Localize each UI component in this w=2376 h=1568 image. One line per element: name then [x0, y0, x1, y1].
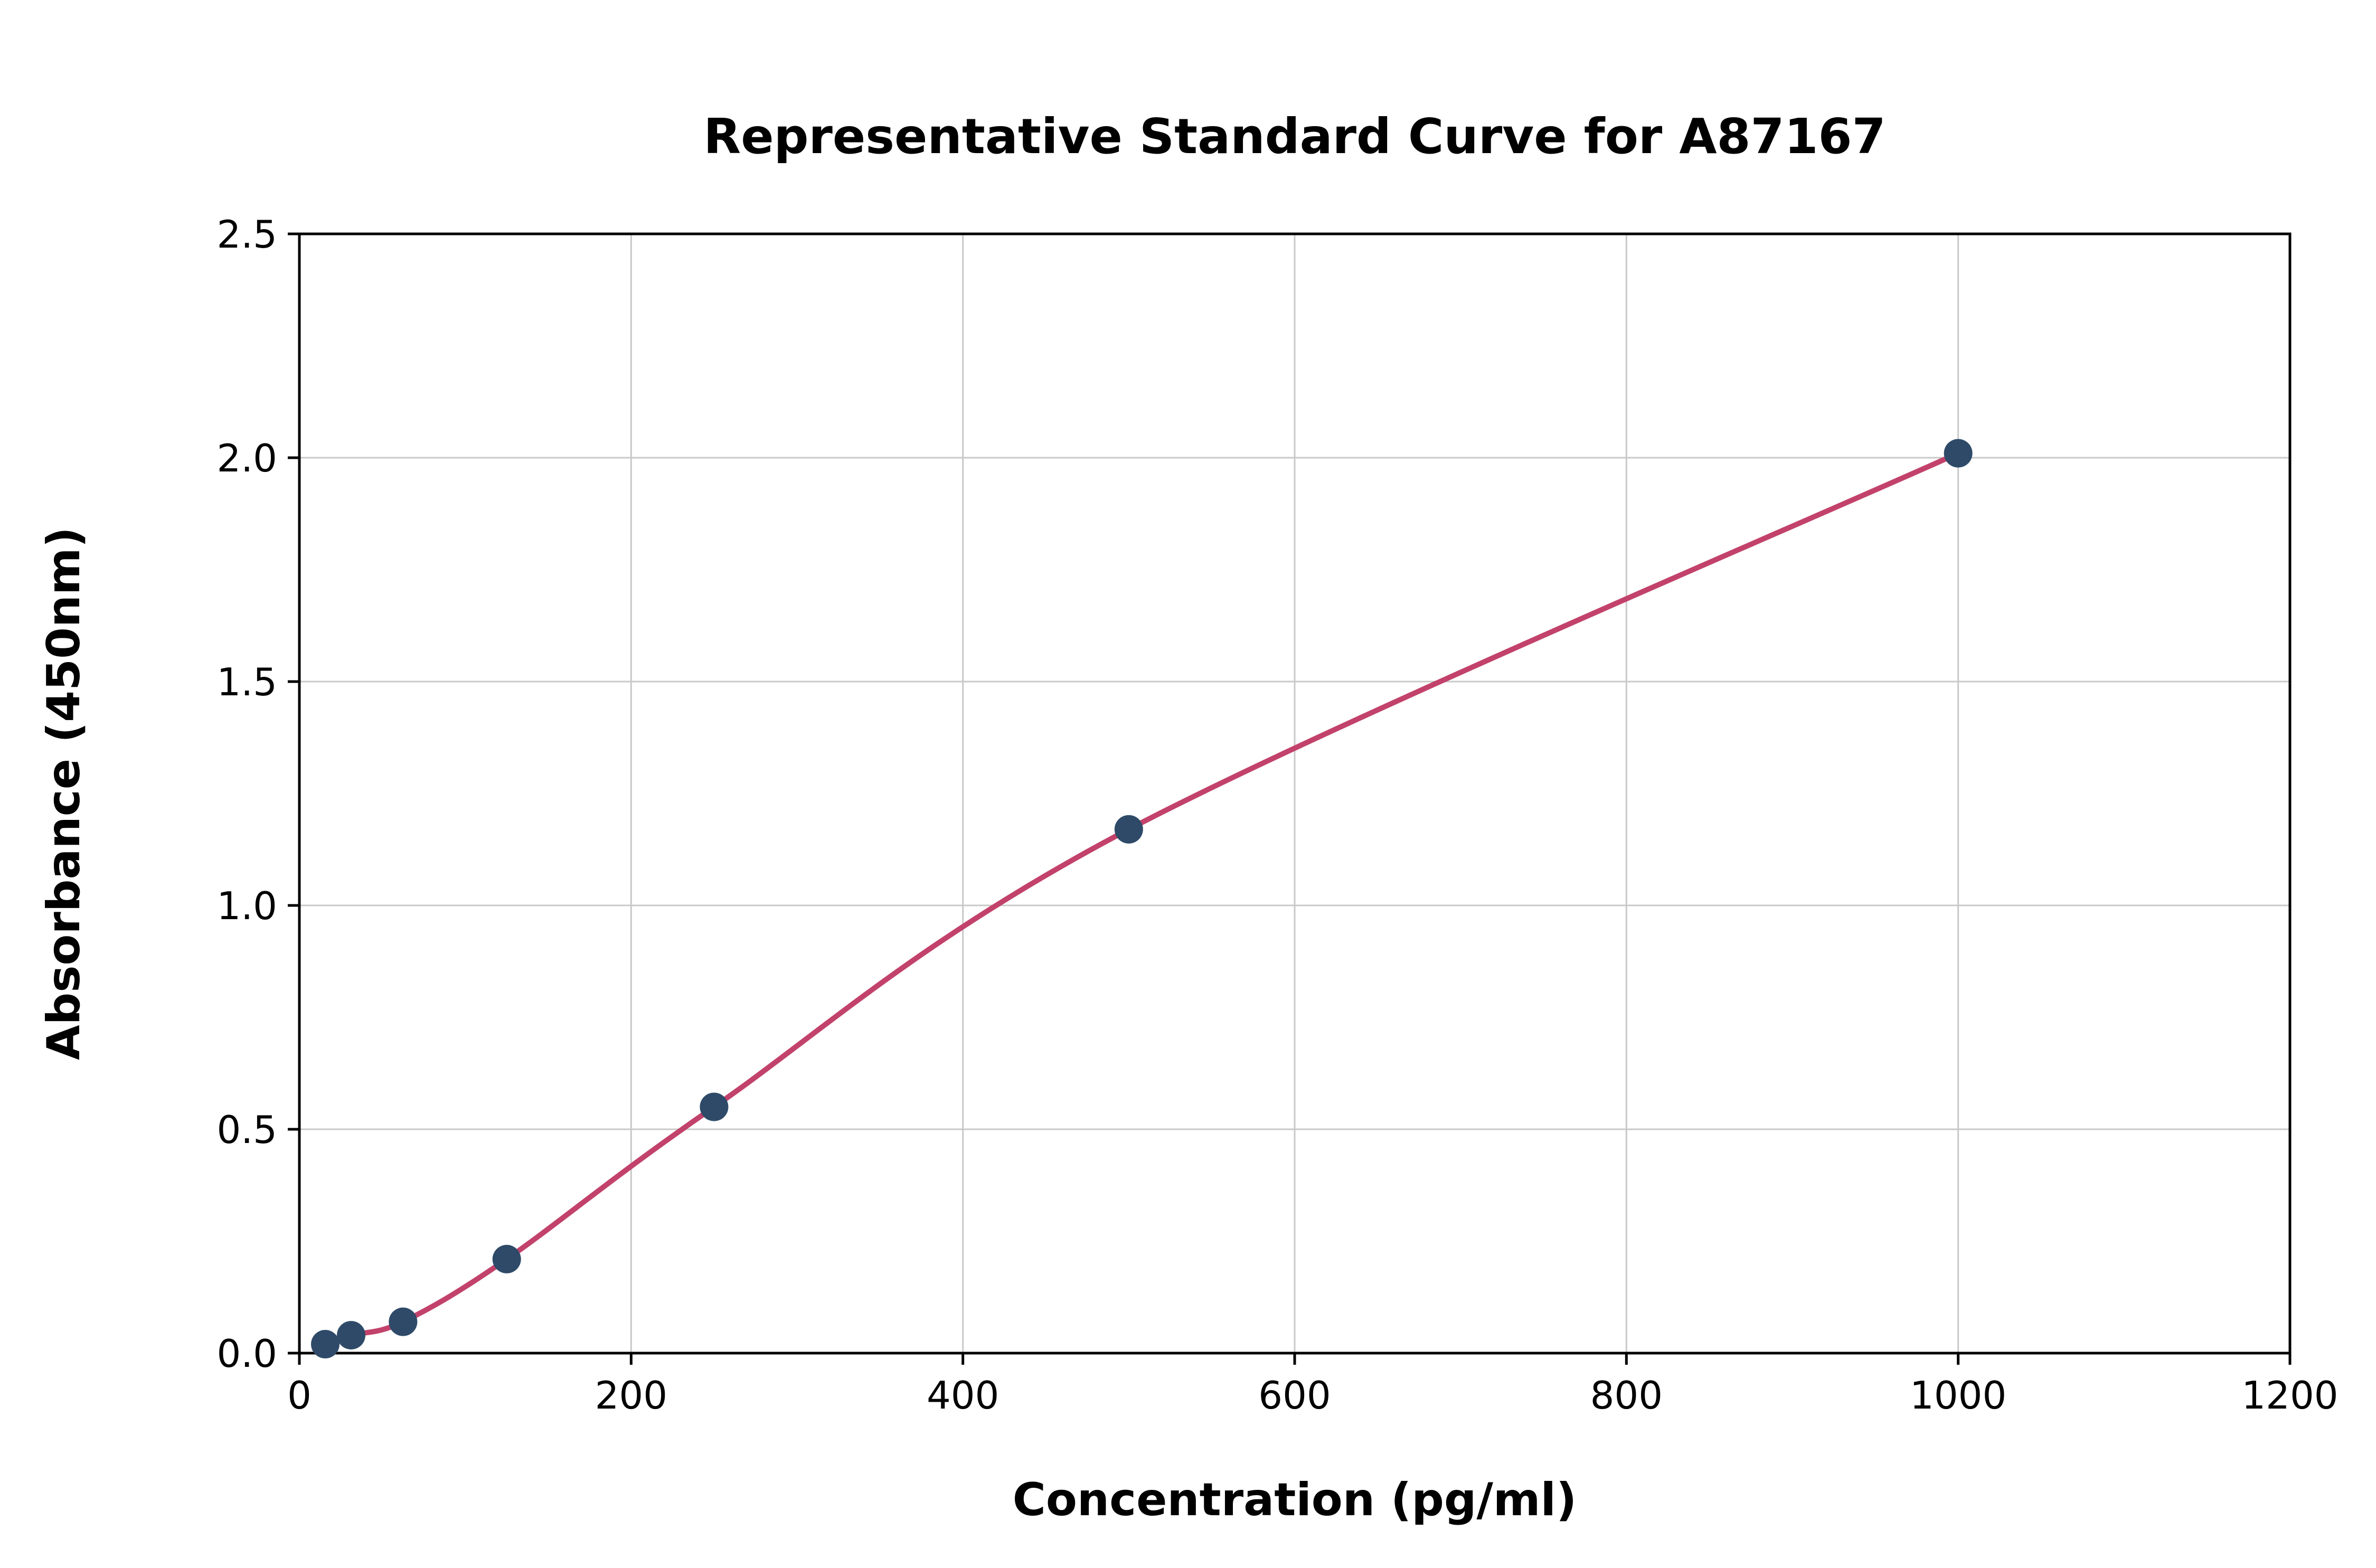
x-tick-label: 1000	[1910, 1373, 2006, 1418]
data-point-marker	[337, 1321, 366, 1350]
y-tick-label: 0.0	[216, 1331, 277, 1376]
data-points	[311, 439, 1973, 1359]
y-tick-label: 1.0	[216, 884, 277, 928]
x-tick-label: 200	[595, 1373, 667, 1418]
chart-title: Representative Standard Curve for A87167	[703, 108, 1885, 165]
fit-curve	[323, 450, 1961, 1347]
x-tick-label: 800	[1590, 1373, 1663, 1418]
fit-curve-path	[323, 450, 1961, 1347]
y-tick-label: 0.5	[216, 1108, 277, 1152]
x-axis-label: Concentration (pg/ml)	[1013, 1473, 1577, 1526]
x-tick-label: 400	[927, 1373, 999, 1418]
y-axis-label: Absorbance (450nm)	[37, 527, 90, 1060]
data-point-marker	[492, 1244, 521, 1273]
data-point-marker	[1944, 439, 1973, 468]
x-tick-label: 600	[1258, 1373, 1331, 1418]
y-tick-label: 1.5	[216, 660, 277, 704]
data-point-marker	[1114, 815, 1143, 844]
x-tick-label: 0	[287, 1373, 312, 1418]
x-tick-label: 1200	[2241, 1373, 2338, 1418]
axis-ticks: 0 200 400 600 800 1000 1200 0.0 0.5 1.0 1.5 2.0 2.5	[216, 212, 2338, 1418]
data-point-marker	[311, 1330, 340, 1359]
data-point-marker	[700, 1092, 729, 1121]
y-tick-label: 2.0	[216, 436, 277, 480]
gridlines	[298, 233, 2291, 1354]
y-tick-label: 2.5	[216, 212, 277, 257]
data-point-marker	[389, 1307, 418, 1336]
